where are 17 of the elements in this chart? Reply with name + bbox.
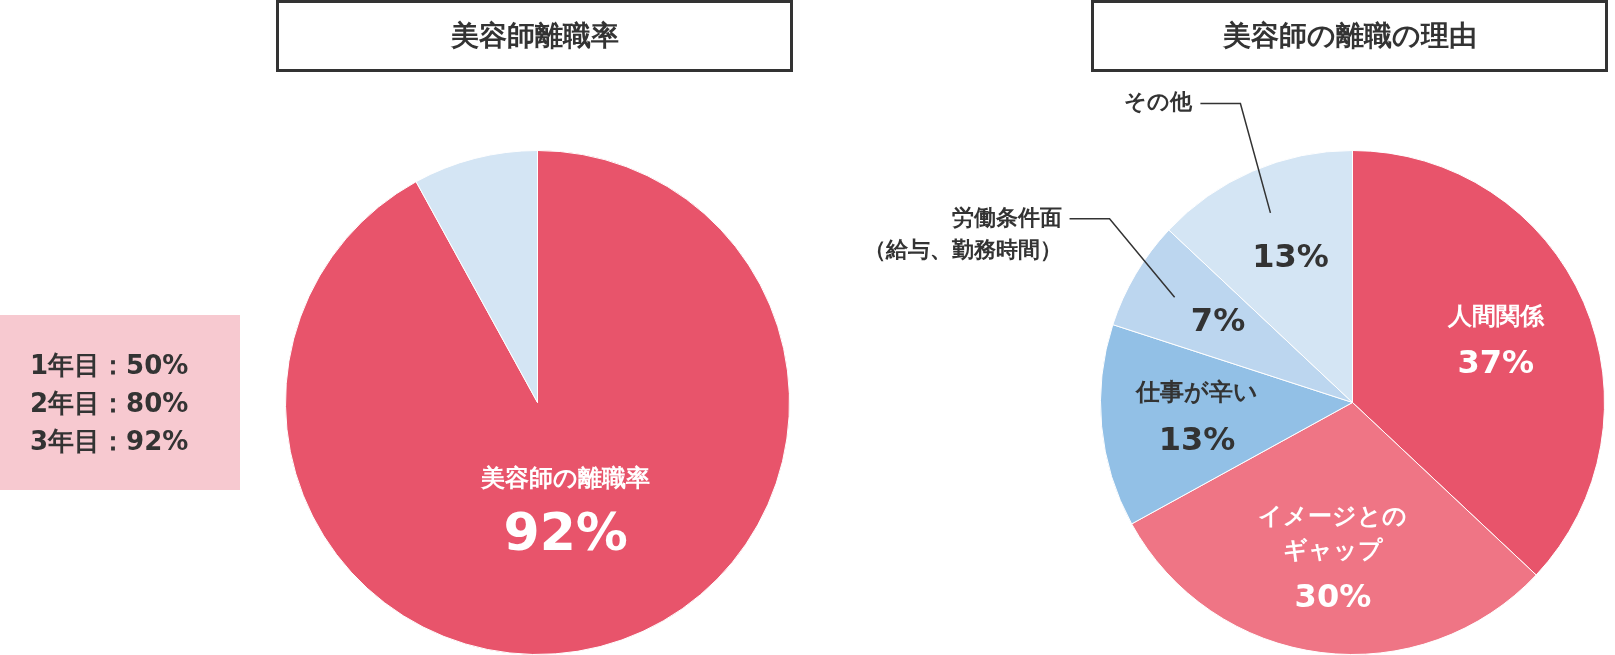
- data-label: 92%: [503, 501, 628, 562]
- text: 1年目：50%: [30, 348, 190, 382]
- data-label: 30%: [1294, 576, 1372, 615]
- chart-title: 美容師の離職の理由: [1091, 0, 1608, 72]
- slice-label: イメージとのギャップ: [1258, 501, 1408, 564]
- chart-title: 美容師離職率: [276, 0, 793, 72]
- data-label: 7%: [1190, 301, 1246, 340]
- slice-label: 仕事が辛い: [1134, 378, 1258, 407]
- data-label: 13%: [1158, 419, 1236, 458]
- data-label: 37%: [1457, 342, 1535, 381]
- data-label: 13%: [1252, 237, 1329, 276]
- slice-label: 美容師の離職率: [480, 463, 651, 492]
- slice-label: 人間関係: [1446, 301, 1545, 330]
- text: 3年目：92%: [30, 424, 190, 458]
- slice-label: その他: [1124, 89, 1194, 115]
- text: 2年目：80%: [30, 386, 190, 420]
- slice-label: 労働条件面（給与、勤務時間）: [863, 204, 1062, 262]
